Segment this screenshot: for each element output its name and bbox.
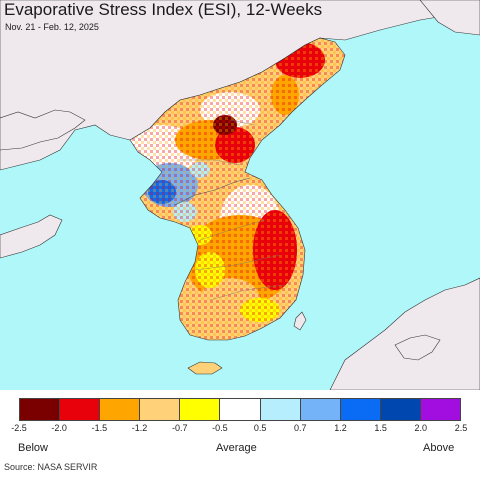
legend-tick-label: 0.7 [294,423,307,433]
legend-tick-label: -1.5 [91,423,108,433]
korea-outline [129,37,346,341]
legend-tick-label: -1.2 [131,423,148,433]
legend-average-label: Average [216,442,257,454]
legend-swatch [260,399,301,420]
legend-tick-label: 1.5 [374,423,387,433]
legend-swatch [420,399,461,420]
tsushima-island [293,311,307,331]
legend-swatch [20,399,61,420]
legend-swatch [100,399,141,420]
map-canvas [0,0,480,390]
legend-tick-label: 2.5 [454,423,468,433]
legend-swatch [60,399,101,420]
legend-swatch [140,399,181,420]
shandong-peninsula [0,214,63,259]
legend-below-label: Below [18,442,48,454]
legend-swatch [220,399,261,420]
legend-tick-label: 1.2 [334,423,347,433]
russia-coast [419,0,480,36]
legend-swatch [340,399,381,420]
legend-swatch [180,399,221,420]
map-title: Evaporative Stress Index (ESI), 12-Weeks [4,0,323,19]
legend-swatch [300,399,341,420]
legend-tick-label: 0.5 [253,423,267,433]
legend-tick-label: -0.5 [212,423,228,433]
legend-tick-label: -2.0 [51,423,67,433]
liaodong-coast [0,109,86,151]
map-subtitle: Nov. 21 - Feb. 12, 2025 [5,22,99,32]
legend-tick-label: -0.7 [171,423,188,433]
legend-color-bar [19,398,461,421]
legend-tick-label: 2.0 [414,423,428,433]
esi-map: Evaporative Stress Index (ESI), 12-Weeks… [0,0,480,390]
japan-landmass [329,277,480,390]
japan-island [394,334,441,361]
source-credit: Source: NASA SERVIR [4,462,98,472]
legend-swatch [380,399,421,420]
jeju-island [187,361,223,375]
province-boundaries [180,119,286,301]
legend-tick-label: -2.5 [11,423,27,433]
dmz-border [174,177,251,206]
legend-above-label: Above [423,442,455,454]
legend: -2.5 -2.0 -1.5 -1.2 -0.7 -0.5 0.5 0.7 1.2 1.5 2.0 2… [0,390,480,478]
